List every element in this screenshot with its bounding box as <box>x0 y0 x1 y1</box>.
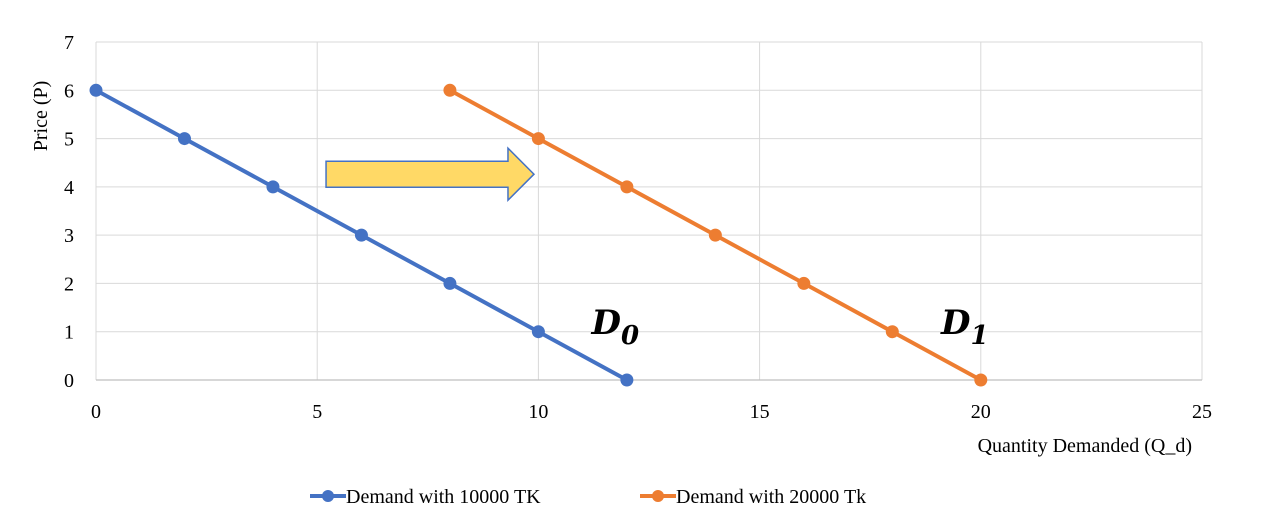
data-point <box>89 83 103 97</box>
legend-swatch-marker <box>322 490 334 502</box>
y-axis-title: Price (P) <box>30 81 52 152</box>
series-1 <box>443 83 988 387</box>
x-tick-label: 5 <box>312 401 322 423</box>
shift-arrow-shape <box>325 146 536 203</box>
legend-entry-0: Demand with 10000 TK <box>310 486 541 508</box>
series-0 <box>89 83 634 387</box>
x-tick-label: 20 <box>971 401 991 423</box>
y-tick-label: 3 <box>64 225 74 247</box>
shift-arrow <box>325 146 536 203</box>
data-point <box>443 83 457 97</box>
gridlines <box>95 41 1203 381</box>
y-tick-label: 1 <box>64 322 74 344</box>
data-point <box>620 180 634 194</box>
y-tick-label: 0 <box>64 370 74 392</box>
data-point <box>266 180 280 194</box>
legend-label: Demand with 10000 TK <box>346 486 541 508</box>
data-point <box>620 373 634 387</box>
curve-annotations: D0 D1 <box>590 303 988 351</box>
legend: Demand with 10000 TK Demand with 20000 Tk <box>310 486 866 508</box>
y-tick-labels: 0 1 2 3 4 5 6 7 <box>64 32 74 392</box>
y-tick-label: 6 <box>64 80 74 102</box>
x-tick-label: 15 <box>750 401 770 423</box>
data-point <box>531 325 545 339</box>
legend-label: Demand with 20000 Tk <box>676 486 866 508</box>
data-point <box>797 276 811 290</box>
legend-swatch-marker <box>652 490 664 502</box>
legend-entry-1: Demand with 20000 Tk <box>640 486 866 508</box>
x-axis-title: Quantity Demanded (Q_d) <box>978 435 1192 457</box>
x-tick-label: 0 <box>91 401 101 423</box>
curve-label: D0 <box>590 303 639 351</box>
data-point <box>708 228 722 242</box>
curve-label: D1 <box>940 303 989 351</box>
y-tick-label: 4 <box>64 177 74 199</box>
data-point <box>531 132 545 146</box>
data-point <box>354 228 368 242</box>
y-tick-label: 5 <box>64 129 74 151</box>
x-tick-labels: 0 5 10 15 20 25 <box>91 401 1212 423</box>
series-layer <box>89 83 988 387</box>
data-point <box>177 132 191 146</box>
data-point <box>974 373 988 387</box>
y-tick-label: 7 <box>64 32 74 54</box>
x-tick-label: 25 <box>1192 401 1212 423</box>
y-tick-label: 2 <box>64 273 74 295</box>
data-point <box>443 276 457 290</box>
data-point <box>885 325 899 339</box>
x-tick-label: 10 <box>528 401 548 423</box>
